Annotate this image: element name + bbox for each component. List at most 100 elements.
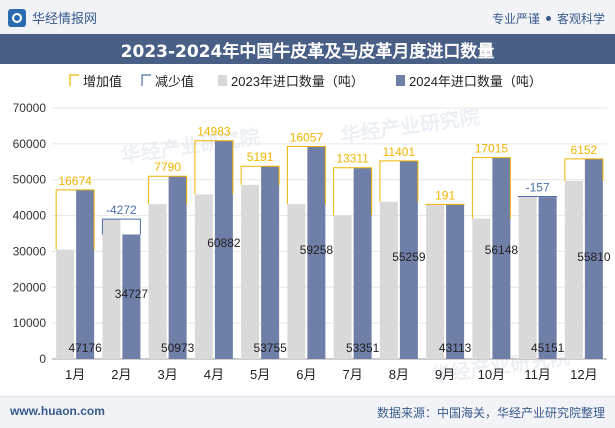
- value-label: 60882: [207, 236, 241, 250]
- bar-2023: [472, 218, 491, 359]
- footer-url[interactable]: www.huaon.com: [10, 404, 105, 418]
- bar-2024: [168, 176, 187, 359]
- change-bracket: [101, 218, 141, 235]
- bar-2024: [492, 157, 511, 359]
- x-tick-label: 10月: [478, 367, 505, 382]
- y-tick-label: 40000: [13, 209, 47, 223]
- change-label: 13311: [336, 152, 369, 166]
- brand[interactable]: 华经情报网: [8, 8, 97, 27]
- bar-2023: [379, 201, 398, 359]
- bar-2023: [518, 196, 537, 359]
- x-tick-label: 4月: [204, 367, 224, 382]
- change-label: 14983: [197, 125, 231, 139]
- bar-chart: 0 10000 20000 30000 40000 50000 60000 70000 增加值 减…: [13, 74, 611, 382]
- change-label: -4272: [106, 203, 137, 217]
- change-label: 17015: [475, 142, 509, 156]
- change-bracket: [240, 165, 280, 185]
- bar-2023: [287, 204, 306, 359]
- change-label: 5191: [247, 150, 274, 164]
- y-tick-label: 60000: [13, 137, 47, 151]
- bar-2024: [307, 146, 326, 359]
- value-label: 50973: [161, 341, 195, 355]
- change-label: 16057: [290, 131, 324, 145]
- value-label: 53755: [253, 341, 287, 355]
- bar-2023: [194, 194, 213, 359]
- bar-2024: [261, 166, 280, 359]
- bar-2023: [564, 180, 583, 359]
- change-bracket: [379, 160, 419, 202]
- y-tick-label: 10000: [13, 316, 47, 330]
- bar-2024: [214, 140, 233, 359]
- change-bracket: [55, 189, 95, 250]
- bullet-icon: [545, 16, 551, 21]
- bar-2024: [353, 167, 372, 359]
- brand-name: 华经情报网: [32, 11, 98, 26]
- legend-swatch: [396, 75, 405, 86]
- change-bracket: [471, 157, 511, 219]
- bar-2023: [102, 219, 121, 359]
- change-label: 16674: [58, 174, 92, 188]
- x-tick-label: 6月: [296, 367, 316, 382]
- legend-label: 2024年进口数量（吨）: [409, 74, 542, 89]
- change-bracket: [333, 167, 373, 216]
- bar-2023: [241, 184, 260, 359]
- x-tick-label: 5月: [250, 367, 270, 382]
- logo-icon: [8, 8, 26, 27]
- legend-label: 减少值: [155, 74, 194, 89]
- y-tick-label: 70000: [13, 101, 47, 115]
- change-label: 191: [435, 188, 455, 202]
- value-label: 47176: [68, 341, 102, 355]
- bar-2023: [148, 204, 167, 359]
- change-label: 11401: [383, 145, 416, 159]
- header-bar: 华经情报网 专业严谨 客观科学: [0, 0, 615, 35]
- change-bracket: [286, 146, 326, 205]
- slogan-right: 客观科学: [556, 12, 605, 26]
- bar-2024: [538, 197, 557, 359]
- value-label: 45151: [531, 341, 565, 355]
- legend-swatch: [218, 75, 227, 86]
- y-tick-label: 20000: [13, 280, 47, 294]
- legend-swatch: [141, 74, 151, 86]
- x-tick-label: 11月: [524, 367, 551, 382]
- bar-2024: [446, 204, 465, 359]
- y-tick-label: 0: [39, 352, 46, 366]
- change-bracket: [518, 196, 558, 198]
- x-tick-label: 2月: [111, 367, 131, 382]
- title-bar: 2023-2024年中国牛皮革及马皮革月度进口数量: [0, 34, 615, 64]
- value-label: 59258: [300, 243, 334, 257]
- chart-title: 2023-2024年中国牛皮革及马皮革月度进口数量: [120, 41, 495, 62]
- value-label: 34727: [115, 287, 149, 301]
- change-bracket: [564, 158, 604, 181]
- footer-source: 数据来源：中国海关，华经产业研究院整理: [376, 406, 605, 420]
- value-label: 53351: [346, 341, 380, 355]
- value-label: 55810: [577, 250, 611, 264]
- value-label: 43113: [439, 341, 472, 355]
- change-label: -157: [526, 181, 550, 195]
- bar-2023: [333, 215, 352, 359]
- change-bracket: [425, 203, 465, 206]
- bar-2024: [76, 189, 95, 359]
- legend-label: 2023年进口数量（吨）: [231, 74, 364, 89]
- value-label: 55259: [392, 250, 426, 264]
- footer-bar: www.huaon.com 数据来源：中国海关，华经产业研究院整理: [0, 396, 615, 428]
- slogan-left: 专业严谨: [491, 12, 540, 26]
- legend-swatch: [69, 74, 79, 86]
- x-tick-label: 1月: [65, 367, 85, 382]
- change-label: 7790: [154, 160, 181, 174]
- change-bracket: [194, 140, 234, 195]
- bar-2023: [426, 205, 445, 359]
- bar-2024: [399, 160, 418, 359]
- change-label: 6152: [571, 143, 598, 157]
- slogan: 专业严谨 客观科学: [492, 10, 605, 27]
- x-tick-label: 7月: [343, 367, 363, 382]
- bar-2024: [584, 158, 603, 359]
- value-label: 56148: [485, 243, 519, 257]
- x-tick-label: 3月: [158, 367, 178, 382]
- y-tick-label: 30000: [13, 244, 47, 258]
- x-tick-label: 12月: [570, 367, 597, 382]
- change-bracket: [148, 175, 188, 205]
- bar-2024: [122, 234, 141, 359]
- bar-2023: [56, 249, 75, 359]
- x-tick-label: 9月: [435, 367, 455, 382]
- y-tick-label: 50000: [13, 173, 47, 187]
